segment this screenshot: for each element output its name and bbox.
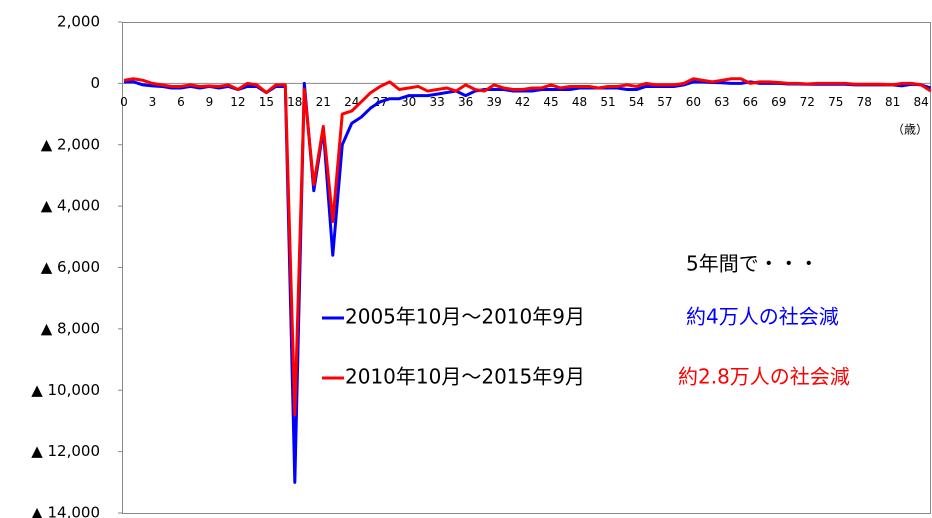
annotation: 約4万人の社会減 [686, 305, 839, 329]
y-tick-label: ▲ 2,000 [41, 135, 100, 153]
x-tick-label: 45 [543, 95, 558, 109]
x-tick-label: 84 [914, 95, 929, 109]
x-tick-label: 42 [515, 95, 530, 109]
x-tick-label: 39 [486, 95, 501, 109]
x-tick-label: 33 [430, 95, 445, 109]
y-tick-label: 2,000 [57, 13, 100, 31]
x-axis-unit: （歳） [892, 123, 928, 137]
series-line [123, 77, 932, 417]
legend-label: 2005年10月～2010年9月 [345, 305, 585, 329]
y-tick-label: ▲ 4,000 [41, 197, 100, 215]
x-tick-label: 51 [600, 95, 615, 109]
x-tick-label: 81 [885, 95, 900, 109]
annotation: 約2.8万人の社会減 [678, 365, 850, 389]
x-tick-label: 75 [828, 95, 843, 109]
x-tick-label: 18 [287, 95, 302, 109]
x-tick-label: 72 [800, 95, 815, 109]
x-tick-label: 57 [657, 95, 672, 109]
x-tick-label: 21 [316, 95, 331, 109]
plot-area [122, 22, 931, 514]
x-tick-label: 3 [149, 95, 157, 109]
x-tick-label: 69 [771, 95, 786, 109]
x-tick-label: 36 [458, 95, 473, 109]
x-tick-label: 12 [230, 95, 245, 109]
y-tick-label: ▲ 8,000 [41, 319, 100, 337]
x-tick-label: 9 [206, 95, 214, 109]
x-tick-label: 15 [259, 95, 274, 109]
y-tick-label: 0 [90, 74, 100, 92]
x-tick-label: 54 [629, 95, 644, 109]
x-tick-label: 60 [686, 95, 701, 109]
x-tick-label: 66 [743, 95, 758, 109]
x-tick-label: 78 [857, 95, 872, 109]
y-tick-label: ▲ 10,000 [31, 381, 100, 399]
legend-label: 2010年10月～2015年9月 [345, 365, 585, 389]
x-tick-label: 48 [572, 95, 587, 109]
series-line [124, 80, 932, 484]
x-tick-label: 63 [714, 95, 729, 109]
y-tick-label: ▲ 14,000 [31, 504, 100, 518]
y-tick-label: ▲ 6,000 [41, 258, 100, 276]
annotation: 5年間で・・・ [686, 252, 819, 276]
x-tick-label: 6 [177, 95, 185, 109]
y-tick-label: ▲ 12,000 [31, 442, 100, 460]
x-tick-label: 0 [120, 95, 128, 109]
